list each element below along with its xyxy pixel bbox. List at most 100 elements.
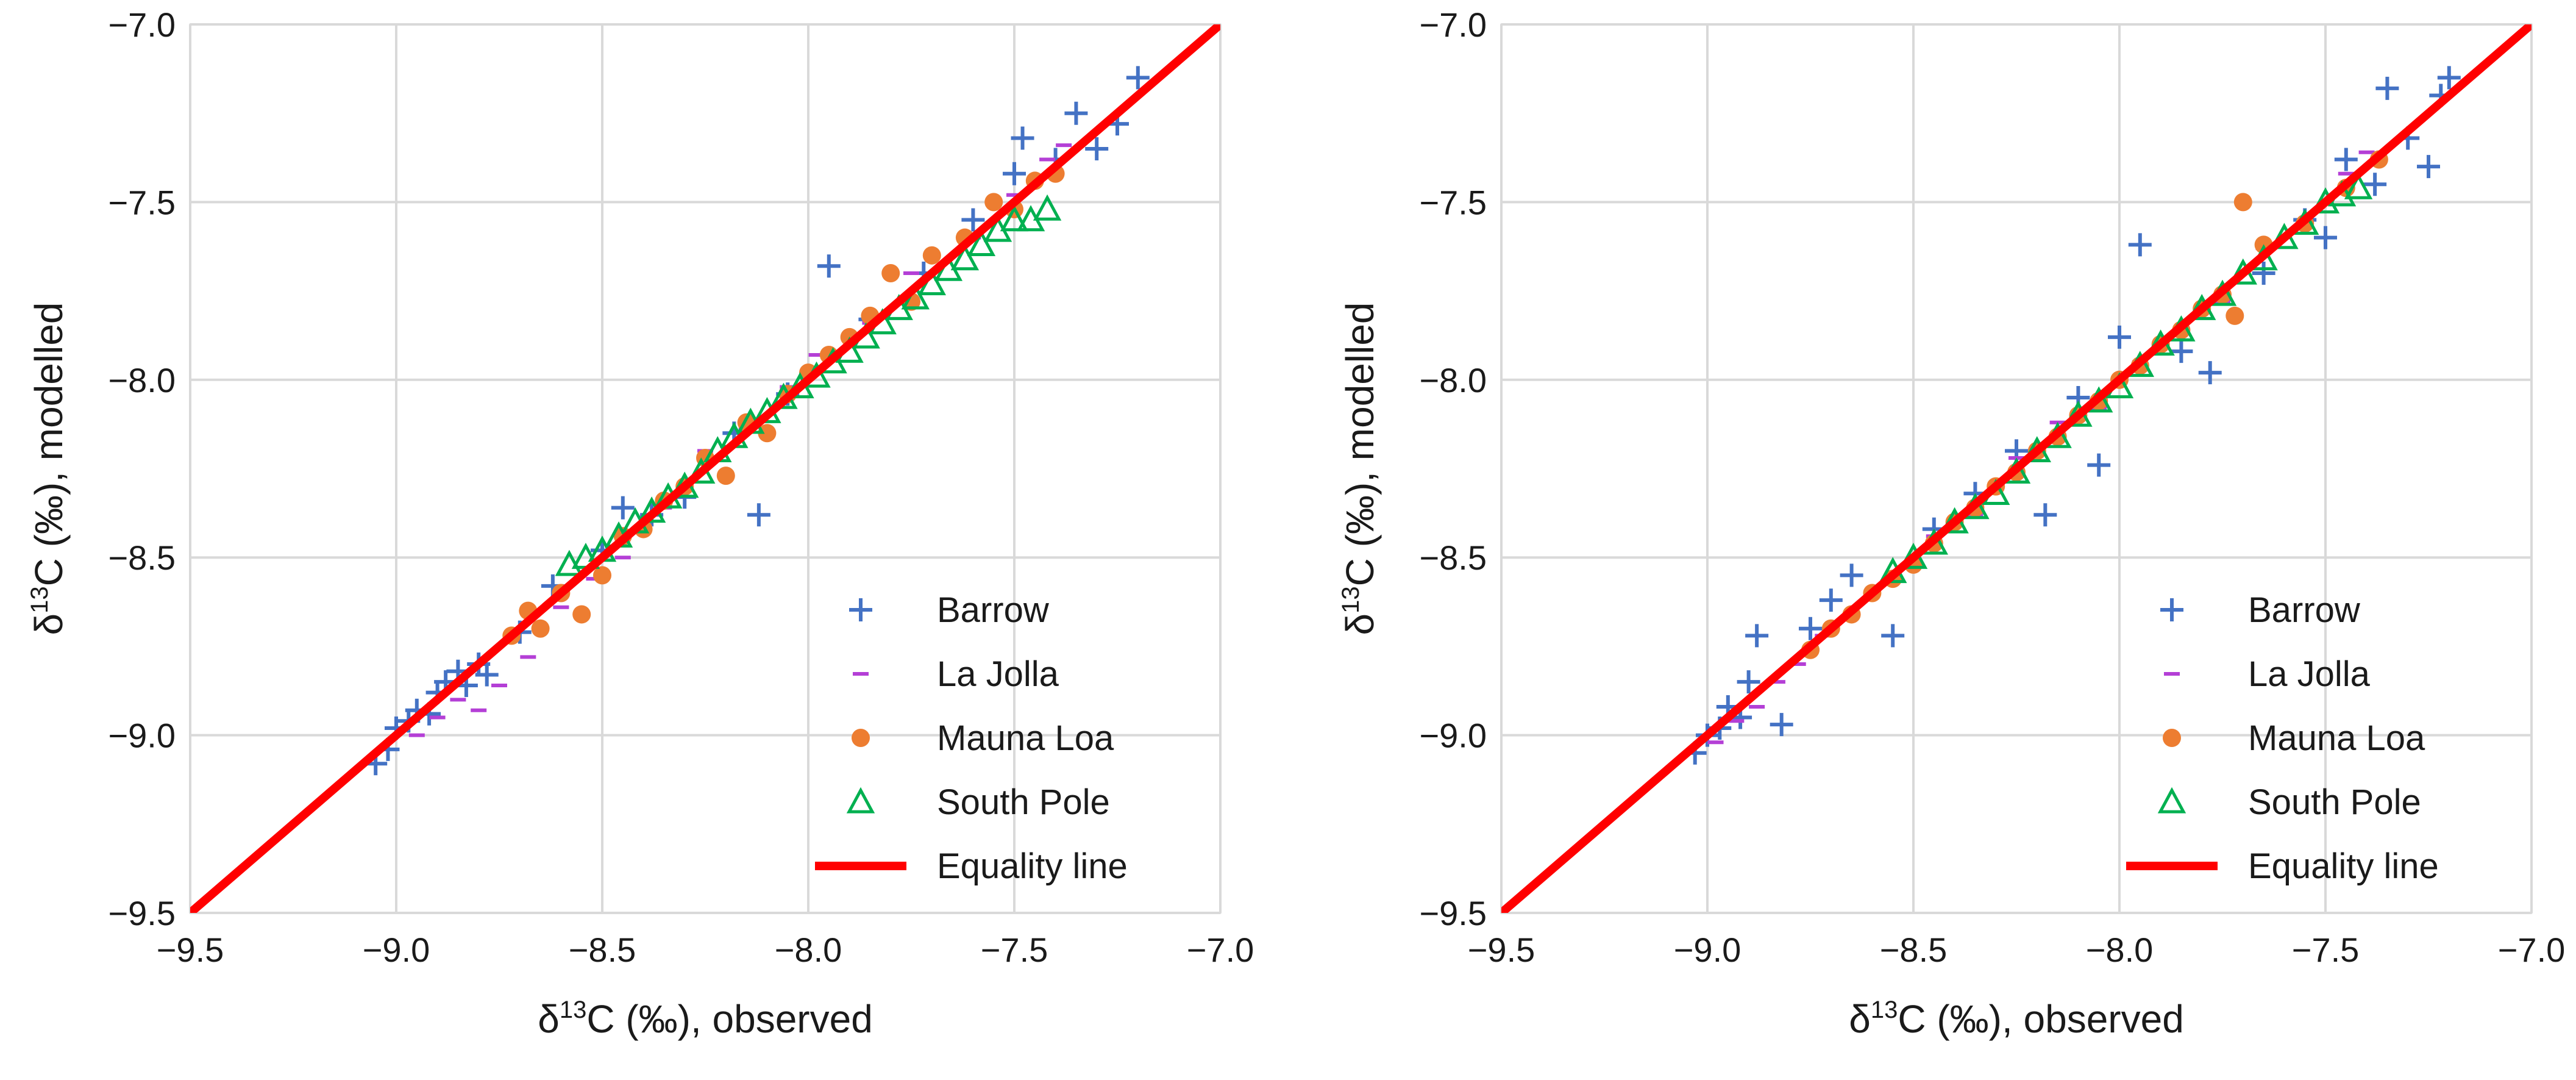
y-tick-label: −8.5: [1419, 538, 1487, 577]
data-point: [1737, 670, 1760, 694]
data-point: [758, 424, 777, 443]
legend-label: South Pole: [937, 782, 1110, 822]
data-point: [2108, 325, 2131, 349]
data-point: [593, 566, 611, 585]
x-tick-label: −9.0: [363, 931, 430, 969]
data-point: [2169, 340, 2193, 363]
x-tick-label: −8.0: [2086, 931, 2154, 969]
y-tick-label: −7.5: [108, 183, 176, 221]
legend-label: South Pole: [2248, 782, 2421, 822]
data-point: [1799, 617, 1822, 640]
legend-item: South Pole: [846, 782, 1110, 822]
legend-label: Equality line: [2248, 846, 2439, 886]
legend-marker: [2160, 598, 2183, 621]
x-tick-label: −7.5: [2292, 931, 2360, 969]
legend-item: Barrow: [849, 590, 1050, 630]
legend-label: La Jolla: [2248, 654, 2371, 694]
legend-label: Equality line: [937, 846, 1128, 886]
left-chart: −9.5 −9.0 −8.5 −8.0 −7.5 −7.0 −9.5 −9.0 −8.5 −8.0…: [26, 5, 1254, 1041]
legend-label: Mauna Loa: [937, 718, 1114, 758]
legend: Barrow La Jolla Mauna Loa South Pole Equalit…: [2126, 590, 2439, 886]
data-point: [967, 230, 996, 256]
data-point: [984, 193, 1003, 212]
legend-marker: [846, 787, 875, 814]
y-tick-label: −8.0: [108, 361, 176, 399]
data-point: [1033, 194, 1062, 221]
data-point: [2314, 226, 2337, 249]
x-tick-label: −8.5: [569, 931, 636, 969]
x-tick-label: −7.5: [981, 931, 1048, 969]
data-point: [1745, 624, 1769, 648]
y-tick-label: −8.5: [108, 538, 176, 577]
legend-marker: [849, 598, 872, 621]
y-tick-label: −7.0: [1419, 5, 1487, 44]
equality-line: [190, 24, 1220, 913]
legend-item: Mauna Loa: [852, 718, 1114, 758]
x-tick-label: −9.0: [1674, 931, 1742, 969]
data-point: [1840, 563, 1863, 587]
legend-label: Barrow: [2248, 590, 2361, 630]
data-point: [922, 246, 941, 265]
legend-item: La Jolla: [853, 654, 1059, 694]
right-chart: −9.5 −9.0 −8.5 −8.0 −7.5 −7.0 −9.5 −9.0 −8.5 −8.0…: [1337, 5, 2565, 1041]
data-point: [961, 208, 985, 232]
data-point: [2226, 306, 2244, 325]
legend-item: Equality line: [815, 846, 1128, 886]
y-tick-label: −9.5: [1419, 894, 1487, 932]
data-point: [747, 503, 770, 527]
data-point: [2375, 76, 2399, 100]
y-tick-label: −7.5: [1419, 183, 1487, 221]
data-point: [2087, 453, 2111, 477]
y-axis-title: δ13C (‰), modelled: [1337, 302, 1382, 635]
data-point: [716, 467, 735, 485]
data-point: [2033, 503, 2057, 527]
data-point: [2344, 173, 2373, 199]
y-tick-label: −7.0: [108, 5, 176, 44]
data-point: [1881, 624, 1905, 648]
x-tick-label: −9.5: [157, 931, 224, 969]
legend-item: South Pole: [2157, 782, 2421, 822]
equality-line: [1501, 24, 2532, 913]
data-point: [1011, 126, 1034, 150]
legend-label: La Jolla: [937, 654, 1059, 694]
y-tick-label: −9.0: [108, 717, 176, 755]
data-point: [531, 619, 550, 638]
data-point: [475, 663, 499, 687]
y-axis-title: δ13C (‰), modelled: [26, 302, 71, 635]
data-point: [2252, 261, 2275, 285]
data-point: [1770, 713, 1793, 737]
data-point: [817, 254, 841, 278]
legend-item: Barrow: [2160, 590, 2361, 630]
data-point: [1003, 162, 1026, 185]
x-tick-label: −7.0: [2498, 931, 2566, 969]
x-tick-label: −8.0: [775, 931, 842, 969]
data-layer: [190, 24, 1220, 913]
data-point: [1085, 137, 1109, 160]
x-axis-title: δ13C (‰), observed: [1849, 996, 2184, 1041]
data-point: [1000, 205, 1029, 232]
y-tick-label: −9.5: [108, 894, 176, 932]
data-point: [2334, 148, 2358, 171]
data-point: [1126, 66, 1150, 90]
data-point: [572, 605, 591, 624]
y-tick-label: −9.0: [1419, 717, 1487, 755]
x-axis-title: δ13C (‰), observed: [538, 996, 873, 1041]
y-tick-label: −8.0: [1419, 361, 1487, 399]
data-layer: [1501, 24, 2532, 913]
data-point: [881, 263, 900, 282]
legend-marker: [2157, 787, 2186, 814]
legend-marker: [852, 729, 870, 747]
x-tick-label: −9.5: [1468, 931, 1535, 969]
legend-item: Equality line: [2126, 846, 2439, 886]
legend-item: Mauna Loa: [2163, 718, 2425, 758]
x-tick-label: −7.0: [1187, 931, 1254, 969]
legend-marker: [2163, 729, 2181, 747]
data-point: [2417, 155, 2440, 179]
legend-label: Mauna Loa: [2248, 718, 2425, 758]
legend-item: La Jolla: [2164, 654, 2371, 694]
data-point: [1819, 588, 1843, 612]
data-point: [2233, 193, 2252, 212]
data-point: [950, 244, 980, 271]
legend: Barrow La Jolla Mauna Loa South Pole Equalit…: [815, 590, 1128, 886]
